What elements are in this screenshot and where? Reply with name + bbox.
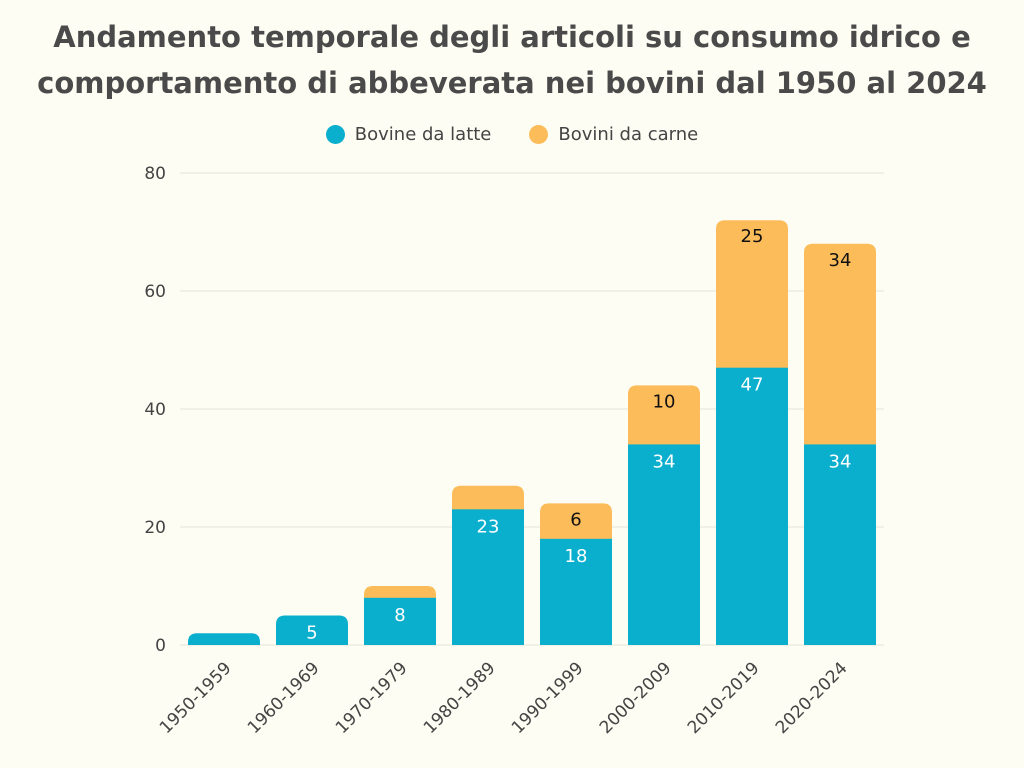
legend-label-beef: Bovini da carne bbox=[558, 124, 699, 145]
y-tick-label-20: 20 bbox=[144, 518, 166, 538]
y-tick-label-60: 60 bbox=[144, 282, 166, 302]
legend-item-dairy[interactable]: Bovine da latte bbox=[325, 124, 492, 145]
x-tick-label-1950-1959: 1950-1959 bbox=[156, 658, 236, 738]
chart-title-line-2: comportamento di abbeverata nei bovini d… bbox=[37, 66, 987, 100]
bar-beef-2020-2024 bbox=[804, 243, 876, 454]
x-tick-label-1960-1969: 1960-1969 bbox=[244, 658, 324, 738]
chart-title: Andamento temporale degli articoli su co… bbox=[0, 14, 1024, 106]
bar-dairy-1980-1989 bbox=[452, 509, 524, 645]
data-label-dairy-2020-2024: 34 bbox=[829, 451, 852, 472]
y-tick-label-40: 40 bbox=[144, 400, 166, 420]
bar-beef-2010-2019 bbox=[716, 220, 788, 377]
data-label-beef-2000-2009: 10 bbox=[653, 391, 676, 412]
bar-dairy-1970-1979 bbox=[364, 597, 436, 645]
chart-legend: Bovine da latte Bovini da carne bbox=[0, 124, 1024, 145]
data-label-dairy-1980-1989: 23 bbox=[477, 516, 500, 537]
bar-dairy-1950-1959 bbox=[188, 633, 260, 645]
legend-swatch-dairy bbox=[325, 125, 345, 144]
x-tick-label-2000-2009: 2000-2009 bbox=[596, 658, 676, 738]
bar-dairy-2020-2024 bbox=[804, 444, 876, 645]
data-label-beef-2020-2024: 34 bbox=[829, 250, 852, 271]
data-label-dairy-2010-2019: 47 bbox=[741, 375, 764, 396]
data-label-dairy-1970-1979: 8 bbox=[394, 605, 405, 626]
y-tick-label-80: 80 bbox=[144, 164, 166, 184]
bar-dairy-2000-2009 bbox=[628, 444, 700, 645]
data-label-dairy-1960-1969: 5 bbox=[306, 623, 317, 644]
legend-label-dairy: Bovine da latte bbox=[354, 124, 492, 145]
bar-dairy-1990-1999 bbox=[540, 538, 612, 645]
data-label-beef-1990-1999: 6 bbox=[570, 509, 581, 530]
x-tick-label-1980-1989: 1980-1989 bbox=[420, 658, 500, 738]
chart-title-line-1: Andamento temporale degli articoli su co… bbox=[53, 20, 971, 54]
data-label-dairy-2000-2009: 34 bbox=[653, 451, 676, 472]
bar-dairy-2010-2019 bbox=[716, 367, 788, 645]
x-tick-label-2010-2019: 2010-2019 bbox=[684, 658, 764, 738]
bar-dairy-1960-1969 bbox=[276, 615, 348, 645]
bar-beef-2000-2009 bbox=[628, 385, 700, 454]
data-label-dairy-1990-1999: 18 bbox=[565, 546, 588, 567]
bar-beef-1990-1999 bbox=[540, 503, 612, 548]
x-tick-label-2020-2024: 2020-2024 bbox=[772, 658, 852, 738]
x-tick-label-1990-1999: 1990-1999 bbox=[508, 658, 588, 738]
legend-item-beef[interactable]: Bovini da carne bbox=[529, 124, 698, 145]
data-label-beef-2010-2019: 25 bbox=[741, 226, 764, 247]
y-tick-label-0: 0 bbox=[155, 636, 166, 656]
x-tick-label-1970-1979: 1970-1979 bbox=[332, 658, 412, 738]
legend-swatch-beef bbox=[529, 125, 549, 144]
